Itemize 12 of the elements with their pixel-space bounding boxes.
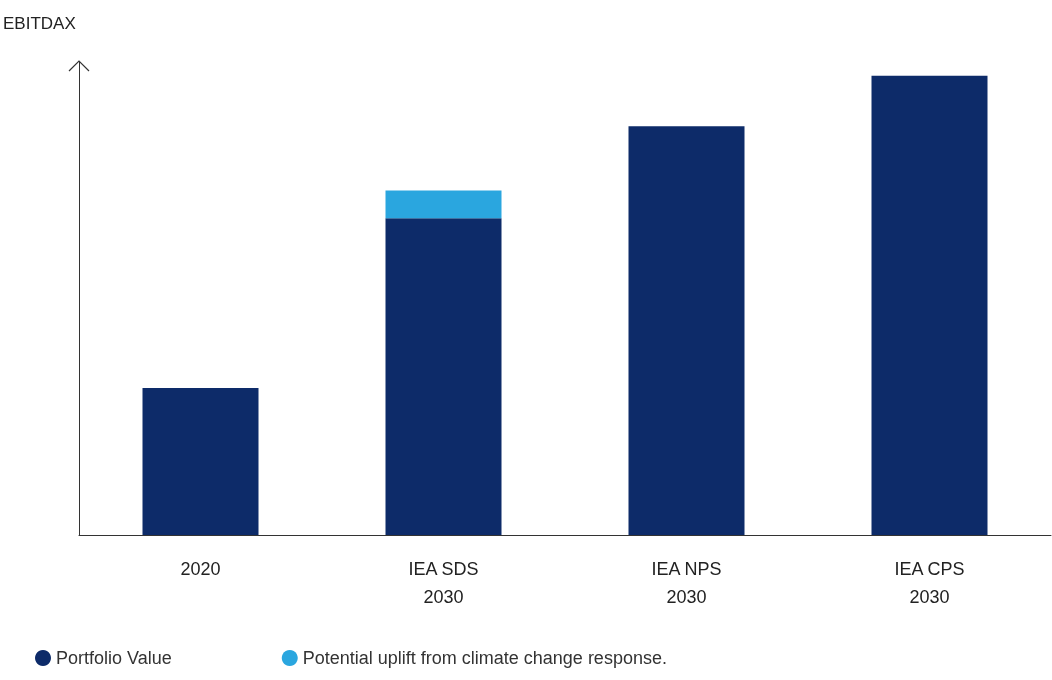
bar <box>871 75 988 535</box>
legend-label: Potential uplift from climate change response. <box>302 648 667 668</box>
y-axis-title: EBITDAX <box>3 14 76 33</box>
bar <box>385 218 502 535</box>
bar <box>628 126 745 535</box>
x-tick-label: IEA CPS 2030 <box>894 559 965 607</box>
bar <box>385 190 502 219</box>
x-tick-label: 2020 <box>180 559 221 579</box>
legend-label: Portfolio Value <box>56 648 172 668</box>
bar <box>142 388 259 535</box>
x-tick-label: IEA SDS 2030 <box>408 559 479 607</box>
x-tick-label: IEA NPS 2030 <box>651 559 722 607</box>
